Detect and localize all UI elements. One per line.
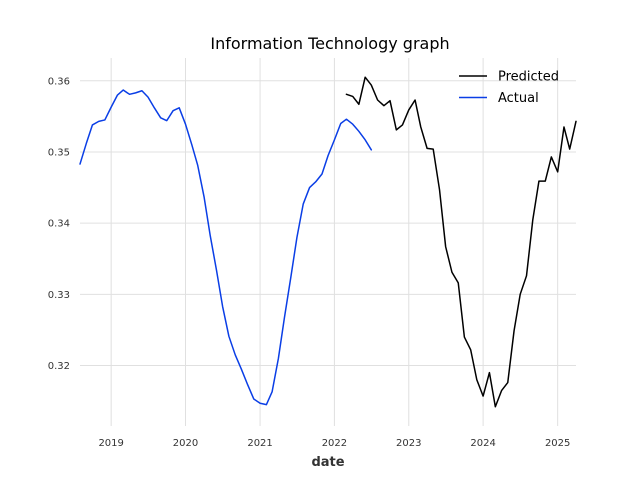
- legend: Predicted Actual: [459, 70, 559, 106]
- y-tick-label: 0.36: [48, 76, 70, 87]
- x-tick-label: 2020: [173, 438, 198, 449]
- x-tick-label: 2025: [545, 438, 570, 449]
- chart-title: Information Technology graph: [210, 34, 449, 53]
- legend-label-actual: Actual: [498, 91, 539, 106]
- x-tick-label: 2023: [396, 438, 421, 449]
- series-line-actual: [79, 89, 373, 406]
- y-tick-label: 0.34: [48, 219, 70, 230]
- x-tick-label: 2024: [470, 438, 495, 449]
- x-tick-label: 2021: [247, 438, 272, 449]
- series-line-predicted: [345, 76, 577, 408]
- x-axis-label: date: [311, 455, 344, 470]
- x-tick-label: 2019: [98, 438, 123, 449]
- y-tick-label: 0.32: [48, 361, 70, 372]
- y-tick-label: 0.35: [48, 147, 70, 158]
- tick-labels: 2019 2020 2021 2022 2023 2024 2025 0.32 0.33 0.34…: [48, 76, 571, 449]
- x-tick-label: 2022: [322, 438, 347, 449]
- y-tick-label: 0.33: [48, 290, 70, 301]
- grid: [80, 58, 576, 426]
- series-lines: [79, 76, 577, 408]
- legend-label-predicted: Predicted: [498, 70, 559, 85]
